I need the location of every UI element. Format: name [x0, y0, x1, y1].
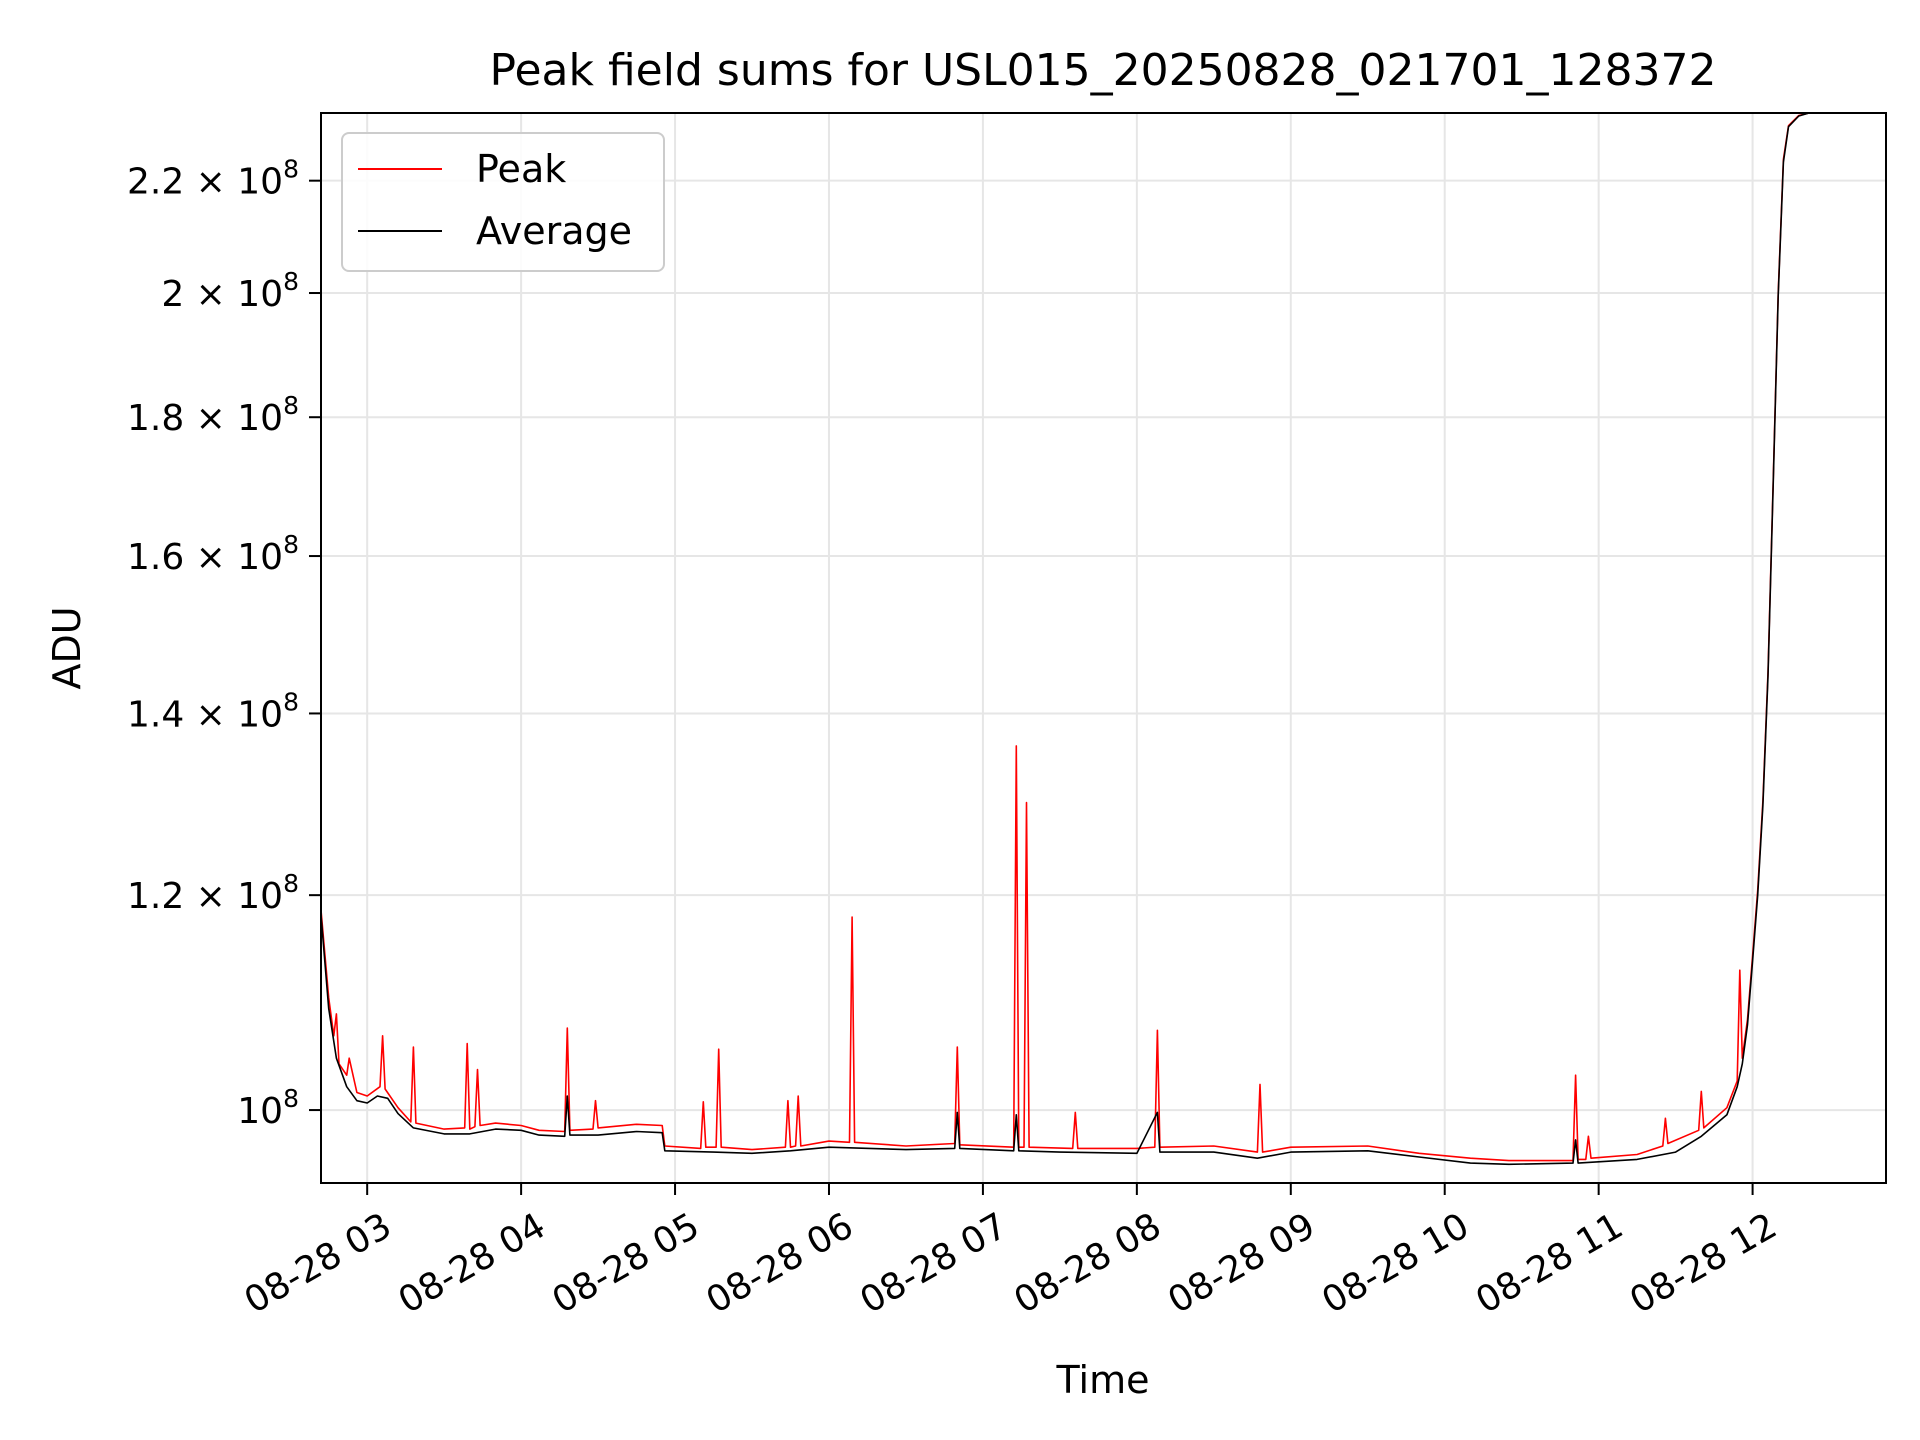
x-axis-label: Time: [1056, 1358, 1150, 1402]
legend: Peak Average: [341, 132, 665, 272]
y-axis-ticks: 108 1.2 × 108 1.4 × 108 1.6 × 108 1.8 × 108 2…: [127, 155, 321, 1132]
y-tick-label-2: 1.4 × 108: [127, 687, 299, 735]
y-axis-label: ADU: [45, 606, 89, 689]
plot-series: [321, 113, 1810, 1166]
plot-area-frame: [320, 112, 1887, 1184]
chart-title: Peak field sums for USL015_20250828_0217…: [490, 45, 1717, 96]
y-tick-label-4: 1.8 × 108: [127, 391, 299, 439]
series-line-average: [321, 113, 1810, 1166]
legend-label-peak: Peak: [476, 147, 566, 191]
legend-box: [341, 132, 665, 272]
y-tick-label-6: 2.2 × 108: [127, 155, 299, 203]
y-tick-label-0: 108: [237, 1084, 299, 1132]
y-tick-label-5: 2 × 108: [161, 267, 299, 315]
grid-lines: [321, 113, 1886, 1183]
series-line-peak: [321, 113, 1810, 1162]
legend-label-average: Average: [476, 209, 632, 253]
y-tick-label-3: 1.6 × 108: [127, 530, 299, 578]
y-tick-label-1: 1.2 × 108: [127, 869, 299, 917]
